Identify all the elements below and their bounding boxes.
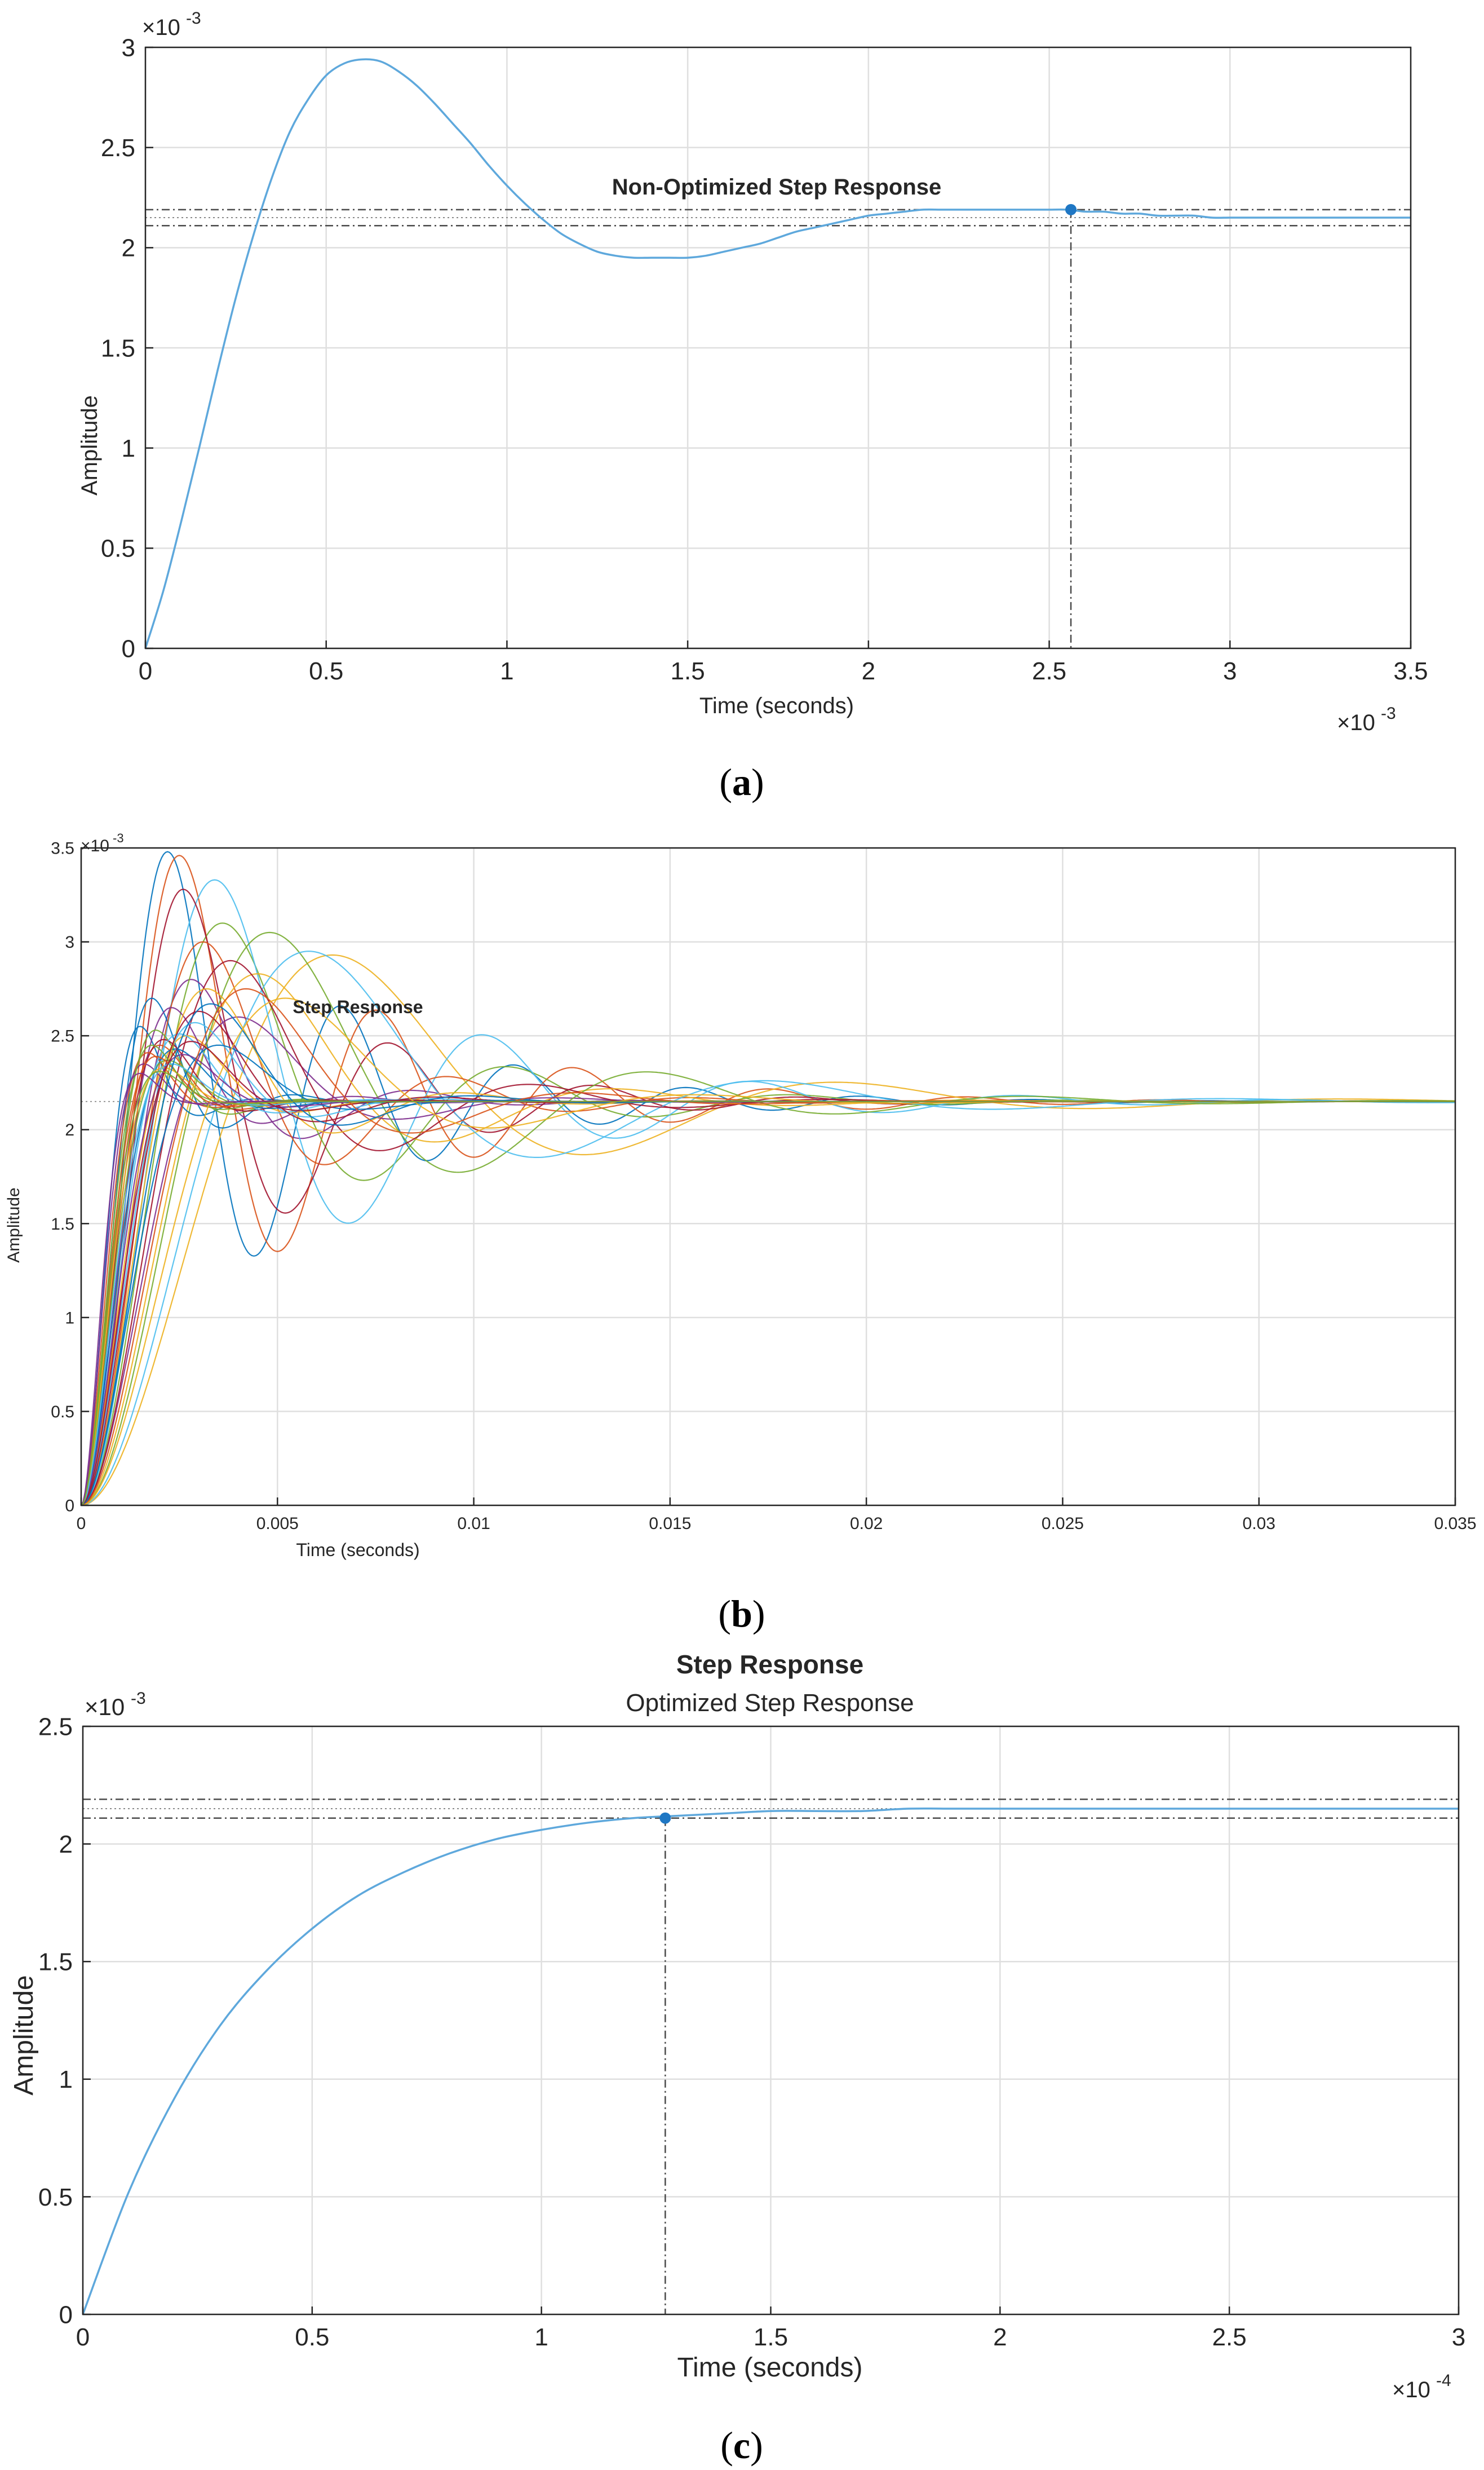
panel-a-xlabel: Time (seconds) — [699, 693, 854, 718]
svg-text:-3: -3 — [1381, 704, 1396, 723]
panel-a-caption: (a) — [719, 761, 764, 803]
panel-b-annotation: Step Response — [293, 997, 423, 1017]
x-tick-label: 1.5 — [671, 657, 705, 685]
svg-text:-3: -3 — [186, 9, 201, 28]
y-tick-label: 2 — [65, 1121, 74, 1139]
x-tick-label: 2 — [862, 657, 875, 685]
x-tick-label: 0.025 — [1042, 1514, 1084, 1533]
panel-b-step-response-chart: Step Response 0 0.005 0.01 0.015 0.02 0.025 0.… — [5, 831, 1477, 1635]
x-tick-label: 0.5 — [295, 2323, 329, 2351]
x-tick-label: 0.03 — [1243, 1514, 1275, 1533]
svg-text:×10: ×10 — [85, 1694, 125, 1720]
x-tick-label: 0 — [139, 657, 152, 685]
y-tick-label: 2 — [59, 1831, 73, 1858]
y-tick-label: 2.5 — [51, 1027, 74, 1046]
panel-a-y-exponent: ×10 -3 — [142, 9, 201, 40]
y-tick-label: 0 — [65, 1497, 74, 1515]
x-tick-label: 0 — [77, 1514, 86, 1533]
svg-text:×10: ×10 — [1337, 710, 1375, 735]
panel-b-xlabel: Time (seconds) — [296, 1540, 419, 1560]
y-tick-label: 1 — [59, 2066, 73, 2093]
panel-a-x-exponent: ×10 -3 — [1337, 704, 1396, 735]
y-tick-label: 0 — [122, 635, 135, 662]
x-tick-label: 2.5 — [1032, 657, 1066, 685]
panel-c-x-exponent: ×10 -4 — [1392, 2371, 1451, 2402]
y-tick-label: 1 — [122, 435, 135, 462]
x-tick-label: 3.5 — [1393, 657, 1428, 685]
x-tick-label: 0.005 — [256, 1514, 299, 1533]
panel-c-subtitle: Optimized Step Response — [626, 1689, 914, 1717]
step-response-line — [81, 931, 1455, 1506]
settling-time-marker[interactable] — [659, 1812, 671, 1824]
x-tick-label: 1 — [534, 2323, 548, 2351]
panel-c-title: Step Response — [676, 1650, 863, 1679]
step-response-line — [144, 58, 1411, 649]
x-tick-label: 3 — [1223, 657, 1237, 685]
step-response-line — [82, 1807, 1459, 2315]
settling-time-marker[interactable] — [1065, 204, 1077, 215]
panel-c-y-exponent: ×10 -3 — [85, 1689, 146, 1720]
x-tick-label: 0.015 — [649, 1514, 691, 1533]
panel-b-y-exponent: ×10 -3 — [81, 831, 124, 855]
panel-a-annotation: Non-Optimized Step Response — [612, 175, 942, 200]
step-response-line — [81, 1071, 1455, 1506]
x-tick-label: 1.5 — [754, 2323, 788, 2351]
panel-b-ylabel: Amplitude — [5, 1187, 23, 1262]
y-tick-label: 1.5 — [38, 1948, 73, 1976]
svg-text:×10: ×10 — [81, 837, 109, 855]
x-tick-label: 3 — [1452, 2323, 1465, 2351]
svg-text:-3: -3 — [113, 831, 124, 845]
y-tick-label: 0.5 — [51, 1403, 74, 1421]
panel-c-xlabel: Time (seconds) — [677, 2353, 863, 2383]
y-tick-label: 1.5 — [51, 1215, 74, 1234]
y-tick-label: 1.5 — [101, 334, 135, 362]
panel-c-ylabel: Amplitude — [9, 1975, 39, 2095]
y-tick-label: 3.5 — [51, 839, 74, 858]
svg-text:-4: -4 — [1436, 2371, 1451, 2390]
svg-text:×10: ×10 — [142, 15, 180, 40]
x-tick-label: 0.01 — [457, 1514, 490, 1533]
svg-text:-3: -3 — [131, 1689, 146, 1708]
x-tick-label: 0.5 — [309, 657, 343, 685]
y-tick-label: 2 — [122, 235, 135, 262]
y-tick-label: 3 — [65, 933, 74, 952]
svg-text:×10: ×10 — [1392, 2378, 1430, 2402]
x-tick-label: 0.035 — [1434, 1514, 1476, 1533]
y-tick-label: 2.5 — [38, 1713, 73, 1740]
panel-a-step-response-chart: Non-Optimized Step Response 0 0.5 1 1.5 2 2.5… — [77, 9, 1428, 803]
x-tick-label: 0.02 — [850, 1514, 883, 1533]
plot-frame — [80, 847, 1456, 1506]
x-tick-label: 2 — [993, 2323, 1007, 2351]
y-tick-label: 0.5 — [38, 2184, 73, 2211]
panel-c-caption: (c) — [720, 2424, 763, 2467]
x-tick-label: 1 — [500, 657, 513, 685]
y-tick-label: 0.5 — [101, 535, 135, 563]
y-tick-label: 1 — [65, 1309, 74, 1327]
y-tick-label: 0 — [59, 2301, 73, 2328]
x-tick-label: 2.5 — [1212, 2323, 1247, 2351]
panel-b-caption: (b) — [718, 1592, 765, 1635]
y-tick-label: 2.5 — [101, 134, 135, 162]
panel-a-ylabel: Amplitude — [77, 395, 102, 496]
y-tick-label: 3 — [122, 34, 135, 61]
x-tick-label: 0 — [76, 2323, 90, 2351]
step-response-line — [81, 951, 1455, 1506]
